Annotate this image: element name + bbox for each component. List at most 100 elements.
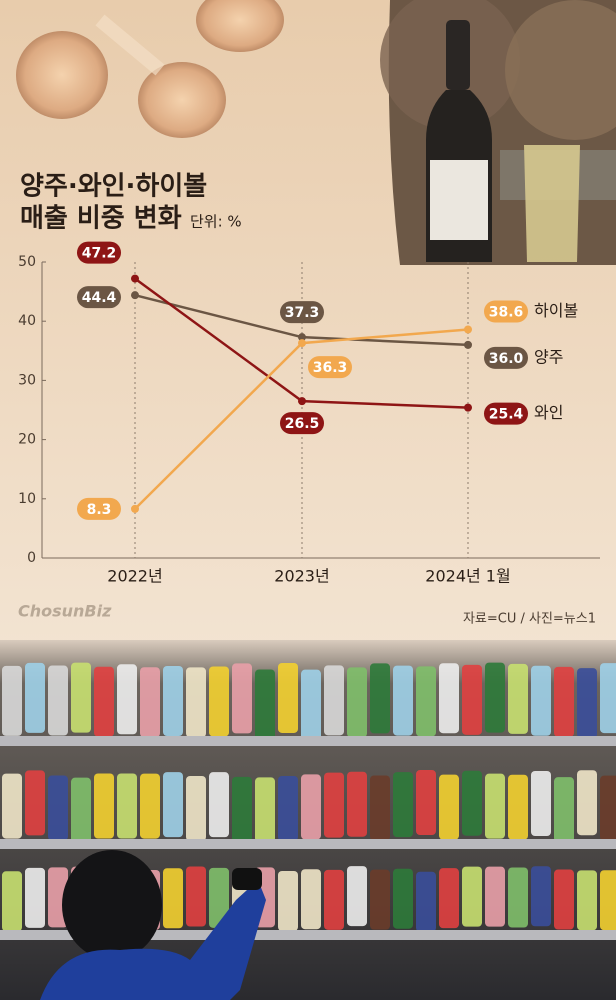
can <box>462 770 482 836</box>
can <box>347 771 367 837</box>
series-name: 하이볼 <box>534 301 578 320</box>
value-label-box <box>484 346 528 369</box>
can <box>255 669 275 740</box>
logo: ChosunBiz <box>18 602 112 621</box>
y-tick-label: 50 <box>18 254 36 270</box>
can <box>94 773 114 839</box>
can <box>25 867 45 928</box>
x-tick-label: 2024년 1월 <box>425 567 510 586</box>
can <box>140 773 160 839</box>
point <box>464 325 472 334</box>
value-label-box <box>484 300 528 323</box>
value-label-box <box>77 497 121 520</box>
can <box>324 665 344 736</box>
can <box>94 666 114 737</box>
value-label: 25.4 <box>489 407 524 423</box>
can <box>554 869 574 930</box>
can <box>393 772 413 838</box>
can <box>508 774 528 840</box>
chart-title: 양주·와인·하이볼 <box>20 172 207 202</box>
value-label-box <box>77 241 121 264</box>
can <box>439 663 459 734</box>
x-tick-label: 2022년 <box>107 567 162 586</box>
can <box>577 668 597 739</box>
can <box>485 866 505 927</box>
value-label-box <box>308 356 352 379</box>
can <box>278 662 298 733</box>
can <box>416 871 436 932</box>
point <box>131 291 139 300</box>
can <box>2 773 22 839</box>
can <box>462 664 482 735</box>
y-tick-label: 20 <box>18 432 36 448</box>
can <box>531 771 551 837</box>
can <box>117 664 137 735</box>
shelf-edge <box>0 736 616 746</box>
can <box>2 871 22 932</box>
y-tick-label: 0 <box>27 550 36 566</box>
value-label-box <box>280 301 324 324</box>
can <box>140 667 160 738</box>
can <box>255 777 275 843</box>
series-name: 양주 <box>534 347 563 366</box>
can <box>370 869 390 930</box>
can <box>370 775 390 841</box>
can <box>186 667 206 738</box>
can <box>232 776 252 842</box>
can <box>301 869 321 930</box>
can <box>186 775 206 841</box>
value-label-box <box>484 402 528 425</box>
can <box>508 867 528 928</box>
shelf-edge <box>0 930 616 940</box>
can <box>163 868 183 929</box>
can <box>485 662 505 733</box>
can <box>324 772 344 838</box>
can <box>117 773 137 839</box>
can <box>278 775 298 841</box>
can <box>163 772 183 838</box>
can <box>347 866 367 927</box>
can <box>209 867 229 928</box>
can <box>71 777 91 843</box>
can <box>48 775 68 841</box>
value-label: 47.2 <box>82 246 117 262</box>
photo-person <box>40 850 266 1000</box>
value-label-box <box>77 286 121 309</box>
value-label: 37.3 <box>285 305 320 321</box>
can <box>577 770 597 836</box>
value-label: 44.4 <box>82 290 117 306</box>
can <box>393 665 413 736</box>
value-label-box <box>280 412 324 435</box>
can <box>25 662 45 733</box>
value-label: 38.6 <box>489 304 524 320</box>
can <box>416 770 436 836</box>
can <box>485 773 505 839</box>
can <box>416 666 436 737</box>
point <box>464 403 472 412</box>
chart-title: 매출 비중 변화 <box>20 204 182 234</box>
point <box>131 504 139 513</box>
shelf-edge <box>0 839 616 849</box>
can <box>209 772 229 838</box>
can <box>508 663 528 734</box>
point <box>464 340 472 349</box>
point <box>131 274 139 283</box>
can <box>439 774 459 840</box>
value-label: 36.3 <box>313 360 348 376</box>
point <box>298 397 306 406</box>
series-name: 와인 <box>534 403 563 422</box>
can <box>554 777 574 843</box>
point <box>298 339 306 348</box>
can <box>232 663 252 734</box>
unit-label: 단위: % <box>190 213 242 231</box>
can <box>554 666 574 737</box>
can <box>209 666 229 737</box>
can <box>301 774 321 840</box>
can <box>163 665 183 736</box>
photo-bottle <box>380 0 616 265</box>
value-label: 36.0 <box>489 351 524 367</box>
can <box>278 870 298 931</box>
value-label: 8.3 <box>87 502 112 518</box>
can <box>186 866 206 927</box>
